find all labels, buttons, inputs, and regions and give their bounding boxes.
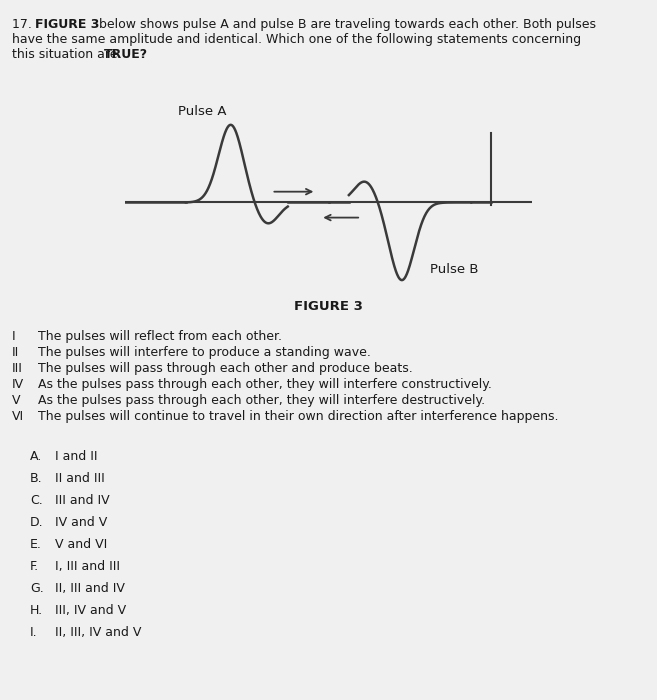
- Text: II, III and IV: II, III and IV: [55, 582, 125, 595]
- Text: C.: C.: [30, 494, 43, 507]
- Text: D.: D.: [30, 516, 43, 529]
- Text: 17.: 17.: [12, 18, 36, 31]
- Text: FIGURE 3: FIGURE 3: [35, 18, 99, 31]
- Text: III and IV: III and IV: [55, 494, 110, 507]
- Text: I: I: [12, 330, 16, 343]
- Text: V: V: [12, 394, 20, 407]
- Text: The pulses will interfere to produce a standing wave.: The pulses will interfere to produce a s…: [38, 346, 371, 359]
- Text: As the pulses pass through each other, they will interfere constructively.: As the pulses pass through each other, t…: [38, 378, 492, 391]
- Text: I.: I.: [30, 626, 37, 639]
- Text: Pulse B: Pulse B: [430, 263, 479, 276]
- Text: The pulses will pass through each other and produce beats.: The pulses will pass through each other …: [38, 362, 413, 375]
- Text: As the pulses pass through each other, they will interfere destructively.: As the pulses pass through each other, t…: [38, 394, 485, 407]
- Text: A.: A.: [30, 450, 42, 463]
- Text: The pulses will continue to travel in their own direction after interference hap: The pulses will continue to travel in th…: [38, 410, 558, 423]
- Text: III: III: [12, 362, 23, 375]
- Text: F.: F.: [30, 560, 39, 573]
- Text: I, III and III: I, III and III: [55, 560, 120, 573]
- Text: II: II: [12, 346, 19, 359]
- Text: I and II: I and II: [55, 450, 97, 463]
- Text: IV: IV: [12, 378, 24, 391]
- Text: B.: B.: [30, 472, 43, 485]
- Text: this situation are: this situation are: [12, 48, 122, 61]
- Text: E.: E.: [30, 538, 42, 551]
- Text: VI: VI: [12, 410, 24, 423]
- Text: FIGURE 3: FIGURE 3: [294, 300, 363, 313]
- Text: II, III, IV and V: II, III, IV and V: [55, 626, 141, 639]
- Text: The pulses will reflect from each other.: The pulses will reflect from each other.: [38, 330, 282, 343]
- Text: III, IV and V: III, IV and V: [55, 604, 126, 617]
- Text: Pulse A: Pulse A: [178, 105, 226, 118]
- Text: V and VI: V and VI: [55, 538, 107, 551]
- Text: G.: G.: [30, 582, 44, 595]
- Text: II and III: II and III: [55, 472, 104, 485]
- Text: below shows pulse A and pulse B are traveling towards each other. Both pulses: below shows pulse A and pulse B are trav…: [95, 18, 596, 31]
- Text: IV and V: IV and V: [55, 516, 107, 529]
- Text: TRUE?: TRUE?: [104, 48, 148, 61]
- Text: H.: H.: [30, 604, 43, 617]
- Text: have the same amplitude and identical. Which one of the following statements con: have the same amplitude and identical. W…: [12, 33, 581, 46]
